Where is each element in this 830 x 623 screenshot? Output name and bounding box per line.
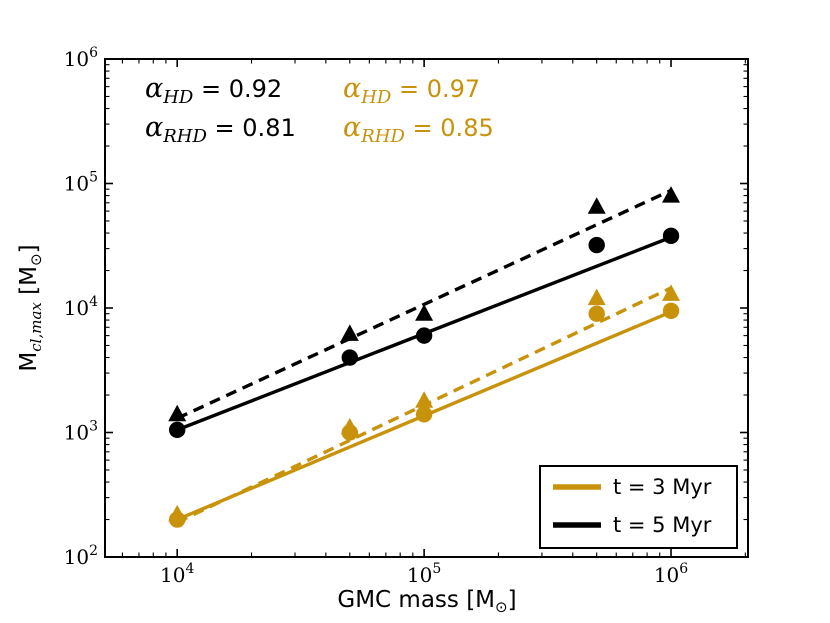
data-marker-triangle <box>587 197 606 214</box>
tick-label: 104 <box>64 294 98 320</box>
tick-label: 102 <box>64 543 98 569</box>
data-marker-circle <box>169 421 186 439</box>
annotation-alpha-hd-0: αHD = 0.92 <box>145 73 282 108</box>
plot-border <box>104 58 749 558</box>
tick-label: 104 <box>160 561 194 587</box>
data-marker-triangle <box>415 304 434 321</box>
legend: t = 3 Myr t = 5 Myr <box>539 465 738 549</box>
data-marker-triangle <box>340 324 359 341</box>
y-tick-labels: 102 103 104 105 106 <box>64 45 98 569</box>
legend-label-1: t = 5 Myr <box>613 513 712 537</box>
series-markers-2 <box>168 186 681 422</box>
data-marker-circle <box>588 305 605 322</box>
annotation-alpha-rhd-3: αRHD = 0.85 <box>343 112 494 147</box>
data-marker-circle <box>341 349 358 366</box>
x-axis-label: GMC mass [M⊙] <box>337 587 516 616</box>
data-marker-circle <box>341 424 358 441</box>
data-marker-triangle <box>662 284 681 301</box>
legend-label-0: t = 3 Myr <box>613 475 712 499</box>
data-marker-circle <box>415 327 433 344</box>
tick-label: 105 <box>64 170 98 196</box>
annotation-alpha-rhd-1: αRHD = 0.81 <box>145 112 296 147</box>
legend-box <box>539 465 738 549</box>
data-marker-triangle <box>662 186 681 203</box>
data-marker-circle <box>662 227 680 245</box>
tick-label: 103 <box>64 419 98 445</box>
tick-label: 106 <box>654 561 688 587</box>
data-marker-triangle <box>587 288 606 306</box>
tick-label: 106 <box>64 45 98 71</box>
series-markers-1 <box>169 302 680 528</box>
data-marker-triangle <box>168 404 187 422</box>
x-tick-labels: 104 105 106 <box>160 561 688 587</box>
tick-label: 105 <box>407 561 441 587</box>
data-marker-circle <box>588 236 605 254</box>
annotation-alpha-hd-2: αHD = 0.97 <box>343 73 480 108</box>
data-marker-triangle <box>415 391 434 408</box>
data-marker-circle <box>662 302 680 319</box>
series-markers-3 <box>169 227 680 439</box>
data-marker-circle <box>169 511 186 528</box>
data-marker-circle <box>415 406 433 423</box>
y-axis-label: Mcl,max [M⊙] <box>16 244 45 371</box>
